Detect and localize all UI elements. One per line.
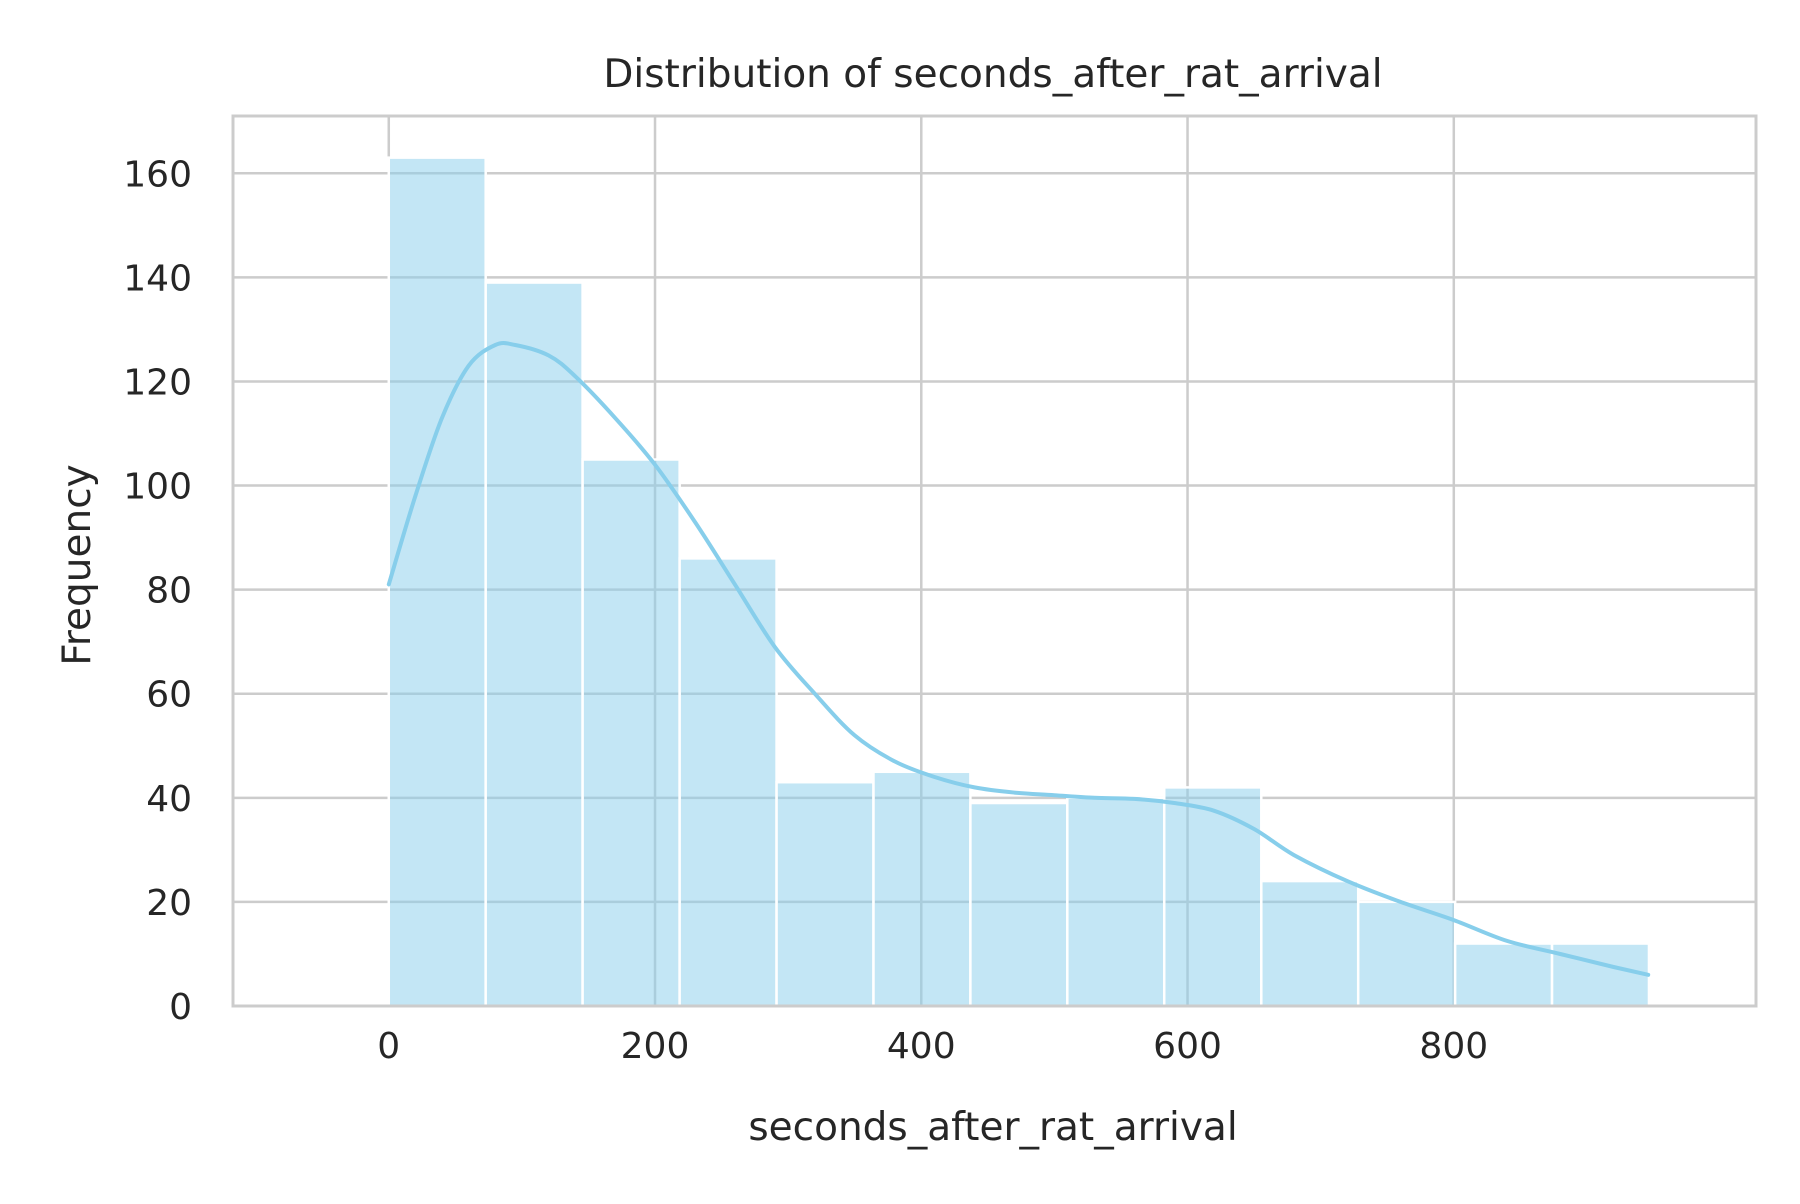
y-tick-label: 60: [146, 675, 192, 716]
histogram-bar: [387, 156, 487, 1008]
histogram-bar: [1453, 942, 1554, 1008]
histogram-bar: [1066, 796, 1166, 1008]
x-tick-labels: 0 200 400 600 800: [377, 1026, 1488, 1067]
x-axis-label: seconds_after_rat_arrival: [748, 1105, 1237, 1150]
histogram-bar: [775, 780, 875, 1008]
y-tick-label: 20: [146, 883, 192, 924]
x-tick-label: 600: [1153, 1026, 1222, 1067]
x-tick-label: 200: [621, 1026, 690, 1067]
x-tick-label: 800: [1419, 1026, 1488, 1067]
chart-title: Distribution of seconds_after_rat_arriva…: [603, 52, 1382, 97]
y-tick-label: 160: [123, 154, 192, 195]
histogram-bar: [484, 281, 584, 1008]
kde-line: [386, 341, 1651, 977]
histogram-bar: [969, 801, 1069, 1008]
y-axis-label: Frequency: [55, 464, 100, 665]
y-tick-labels: 0 20 40 60 80 100 120 140 160: [123, 154, 192, 1028]
y-tick-label: 80: [146, 571, 192, 612]
y-tick-label: 100: [123, 467, 192, 508]
histogram-bar: [1162, 786, 1263, 1008]
x-tick-label: 400: [887, 1026, 956, 1067]
y-tick-label: 140: [123, 258, 192, 299]
bars-layer: [387, 156, 1651, 1008]
x-tick-label: 0: [377, 1026, 400, 1067]
plot-frame: [231, 114, 1758, 1008]
y-tick-label: 120: [123, 362, 192, 403]
histogram-bar: [1550, 942, 1651, 1008]
kde-layer: [386, 341, 1651, 977]
histogram-bar: [1260, 879, 1360, 1008]
histogram-bar: [872, 770, 972, 1008]
y-tick-label: 0: [169, 987, 192, 1028]
histogram-bar: [581, 458, 681, 1008]
y-tick-label: 40: [146, 779, 192, 820]
